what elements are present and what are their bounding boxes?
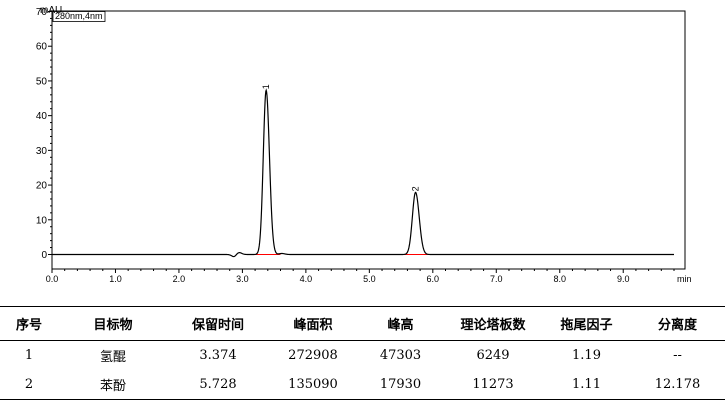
detector-label-box <box>52 11 106 22</box>
y-tick-label: 60 <box>36 42 48 53</box>
cell-index: 2 <box>0 370 58 400</box>
peak-label: 2 <box>411 186 421 191</box>
x-tick-label: 4.0 <box>300 274 313 284</box>
chromatogram-chart: 0 10 20 30 40 50 60 70 mAU 0.0 1.0 2.0 3.0 4.0 5.0 6.0 7… <box>36 5 692 284</box>
y-tick-label: 40 <box>36 111 48 122</box>
chromatogram-trace <box>52 88 674 258</box>
plot-frame <box>51 10 686 270</box>
y-axis-label: mAU <box>40 5 62 16</box>
cell-peak-height: 47303 <box>379 348 422 363</box>
cell-target: 氢醌 <box>99 350 126 365</box>
x-tick-label: 3.0 <box>236 274 249 284</box>
cell-plate-number: 11273 <box>443 370 543 400</box>
table-row: 1 氢醌 3.374 272908 47303 6249 1.19 -- <box>0 341 725 371</box>
x-axis-label: min <box>677 274 692 284</box>
header-peak-area: 峰面积 <box>268 306 358 341</box>
x-tick-label: 6.0 <box>427 274 440 284</box>
cell-peak-area: 272908 <box>288 348 338 363</box>
header-index: 序号 <box>0 306 58 341</box>
x-tick-label: 8.0 <box>553 274 566 284</box>
results-table: 序号 目标物 保留时间 峰面积 峰高 理论塔板数 拖尾因子 分离度 1 氢醌 3… <box>0 306 725 400</box>
y-tick-label: 10 <box>36 215 48 226</box>
header-retention-time: 保留时间 <box>168 306 268 341</box>
y-tick-label: 30 <box>36 146 48 157</box>
cell-retention-time: 5.728 <box>168 370 268 400</box>
table-row: 2 苯酚 5.728 135090 17930 11273 1.11 12.17… <box>0 370 725 400</box>
cell-retention-time: 3.374 <box>199 348 237 363</box>
y-tick-label: 0 <box>41 250 47 261</box>
cell-tailing-factor: 1.19 <box>572 348 601 363</box>
peak-label: 1 <box>261 84 271 89</box>
x-tick-label: 7.0 <box>490 274 503 284</box>
cell-target: 苯酚 <box>58 370 168 400</box>
cell-resolution: -- <box>673 348 682 363</box>
header-target: 目标物 <box>58 306 168 341</box>
y-tick-label: 50 <box>36 76 48 87</box>
detector-label: 280nm,4nm <box>55 11 103 21</box>
header-peak-height: 峰高 <box>358 306 443 341</box>
x-tick-label: 5.0 <box>363 274 376 284</box>
y-tick-label: 70 <box>36 7 48 18</box>
header-plate-number: 理论塔板数 <box>443 306 543 341</box>
x-tick-label: 2.0 <box>173 274 186 284</box>
cell-resolution: 12.178 <box>630 370 725 400</box>
cell-plate-number: 6249 <box>476 348 510 363</box>
cell-index: 1 <box>24 348 34 363</box>
cell-peak-area: 135090 <box>268 370 358 400</box>
x-tick-label: 1.0 <box>109 274 122 284</box>
y-tick-label: 20 <box>36 181 48 192</box>
table-header-row: 序号 目标物 保留时间 峰面积 峰高 理论塔板数 拖尾因子 分离度 <box>0 306 725 341</box>
x-tick-label: 9.0 <box>617 274 630 284</box>
cell-tailing-factor: 1.11 <box>543 370 630 400</box>
cell-peak-height: 17930 <box>358 370 443 400</box>
header-resolution: 分离度 <box>630 306 725 341</box>
header-tailing-factor: 拖尾因子 <box>543 306 630 341</box>
x-tick-label: 0.0 <box>46 274 59 284</box>
